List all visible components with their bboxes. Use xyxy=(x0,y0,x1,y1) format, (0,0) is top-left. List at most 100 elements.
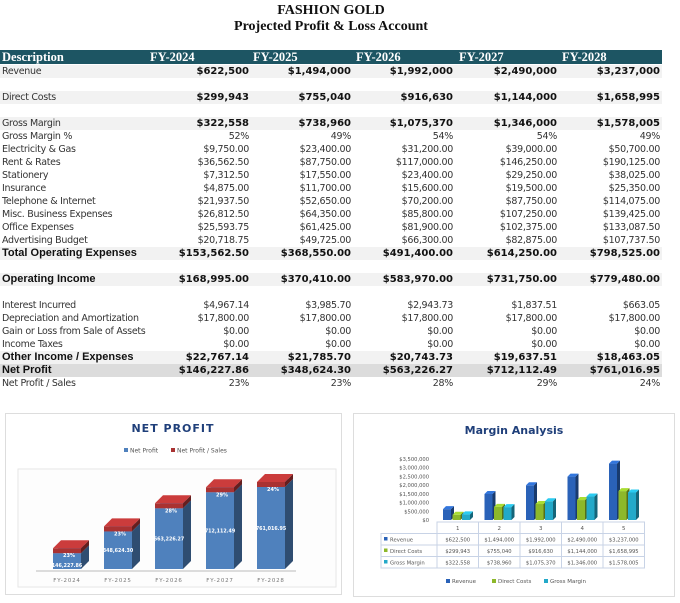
row-value: $0.00 xyxy=(531,339,557,350)
table-value: $3,237,000 xyxy=(609,538,639,544)
row-value: $17,800.00 xyxy=(505,313,558,324)
table-row: Misc. Business Expenses $26,812.50 $64,350… xyxy=(0,208,662,221)
table-row: Net Profit $146,227.86 $348,624.30 $563,226… xyxy=(0,364,662,377)
row-value: $1,658,995 xyxy=(596,92,660,103)
ratio-label: 24% xyxy=(267,487,279,493)
table-value: $622,500 xyxy=(445,538,470,544)
net-profit-bar-side xyxy=(285,479,293,569)
y-tick-label: $1,500,000 xyxy=(399,492,429,498)
ratio-label: 23% xyxy=(114,531,126,537)
series-bar xyxy=(545,501,553,520)
row-value: $731,750.00 xyxy=(486,274,557,285)
series-bar xyxy=(577,500,585,520)
series-bar-top xyxy=(586,493,598,497)
row-value: $0.00 xyxy=(325,339,351,350)
table-row: Net Profit / Sales 23% 23% 28% 29% 24% xyxy=(0,377,662,390)
row-value: $779,480.00 xyxy=(589,274,660,285)
table-row xyxy=(0,260,662,273)
y-tick-label: $1,000,000 xyxy=(399,501,429,507)
row-label: Total Operating Expenses xyxy=(2,247,137,259)
row-value: $107,250.00 xyxy=(499,209,557,220)
row-value: $2,943.73 xyxy=(407,300,453,311)
table-row: Total Operating Expenses $153,562.50 $368,… xyxy=(0,247,662,260)
net-profit-bar-side xyxy=(81,545,89,569)
row-label: Advertising Budget xyxy=(2,235,88,246)
net-profit-bar-side xyxy=(132,523,140,569)
table-value: $2,490,000 xyxy=(567,538,597,544)
row-value: $1,346,000 xyxy=(493,118,557,129)
table-row: Electricity & Gas $9,750.00 $23,400.00 $31,… xyxy=(0,143,662,156)
row-value: $39,000.00 xyxy=(505,144,558,155)
report-subtitle: Projected Profit & Loss Account xyxy=(234,19,428,34)
value-label: 712,112.49 xyxy=(205,529,236,535)
row-value: $49,725.00 xyxy=(299,235,352,246)
row-value: $755,040 xyxy=(298,92,351,103)
series-bar-top xyxy=(484,490,496,494)
table-row xyxy=(0,78,662,91)
row-value: $622,500 xyxy=(196,66,249,77)
legend-label: Net Profit / Sales xyxy=(177,448,227,455)
series-bar-top xyxy=(494,503,505,507)
table-row: Advertising Budget $20,718.75 $49,725.00 $6… xyxy=(0,234,662,247)
table-row: Gross Margin $322,558 $738,960 $1,075,370 $1… xyxy=(0,117,662,130)
header-year: FY-2025 xyxy=(253,50,298,64)
series-bar-top xyxy=(545,498,556,502)
chart-title: Margin Analysis xyxy=(465,424,564,437)
table-row: Revenue $622,500 $1,494,000 $1,992,000 $2,49… xyxy=(0,65,662,78)
table-value: $1,658,995 xyxy=(609,549,639,555)
series-bar-top xyxy=(462,511,473,515)
row-value: $761,016.95 xyxy=(589,365,660,376)
profit-ratio-cap-side xyxy=(234,479,242,493)
net-profit-chart: NET PROFIT Net Profit Net Profit / Sales 23… xyxy=(5,413,342,595)
series-bar-side xyxy=(470,511,473,520)
value-label: 146,227.86 xyxy=(52,563,83,569)
category-label: 1 xyxy=(456,526,460,532)
table-value: $1,346,000 xyxy=(567,561,597,567)
row-label: Depreciation and Amortization xyxy=(2,313,139,324)
row-value: $114,075.00 xyxy=(602,196,660,207)
row-value: $36,562.50 xyxy=(197,157,250,168)
row-value: $87,750.00 xyxy=(505,196,558,207)
profit-ratio-cap-top xyxy=(104,518,140,527)
report-title: FASHION GOLD xyxy=(277,3,385,18)
series-bar xyxy=(503,507,512,520)
row-value: $4,875.00 xyxy=(203,183,249,194)
table-row: Rent & Rates $36,562.50 $87,750.00 $117,000… xyxy=(0,156,662,169)
series-bar-side xyxy=(636,489,639,520)
row-value: $102,375.00 xyxy=(499,222,557,233)
table-row: Other Income / Expenses $22,767.14 $21,785… xyxy=(0,351,662,364)
series-bar-side xyxy=(594,493,598,520)
series-bar xyxy=(618,491,627,520)
series-bar-side xyxy=(511,504,515,520)
series-bar xyxy=(462,514,470,520)
x-tick-label: FY-2028 xyxy=(257,578,284,584)
series-bar-top xyxy=(526,482,537,486)
row-value: 54% xyxy=(536,131,558,142)
legend-label: Revenue xyxy=(452,579,477,585)
row-value: $1,837.51 xyxy=(511,300,557,311)
row-label: Gross Margin % xyxy=(2,131,73,142)
row-value: $17,550.00 xyxy=(299,170,352,181)
row-label: Operating Income xyxy=(2,273,96,285)
row-value: $491,400.00 xyxy=(382,248,453,259)
value-label: 761,016.95 xyxy=(256,526,286,532)
row-value: $0.00 xyxy=(223,326,249,337)
chart-title: NET PROFIT xyxy=(131,422,214,435)
x-tick-label: FY-2026 xyxy=(155,578,182,584)
row-value: 52% xyxy=(228,131,250,142)
legend-key xyxy=(384,548,388,552)
row-value: $19,637.51 xyxy=(493,352,557,363)
legend-swatch xyxy=(124,448,128,452)
row-value: $1,075,370 xyxy=(389,118,453,129)
ratio-label: 23% xyxy=(63,553,75,559)
legend-swatch xyxy=(446,579,450,583)
series-bar-top xyxy=(535,501,547,505)
series-bar-top xyxy=(618,488,630,492)
row-value: $26,812.50 xyxy=(197,209,250,220)
row-value: $25,350.00 xyxy=(608,183,661,194)
row-value: $1,144,000 xyxy=(493,92,557,103)
row-value: $17,800.00 xyxy=(608,313,661,324)
row-value: $25,593.75 xyxy=(197,222,250,233)
row-label: Interest Incurred xyxy=(2,300,76,311)
ratio-label: 28% xyxy=(165,508,177,514)
